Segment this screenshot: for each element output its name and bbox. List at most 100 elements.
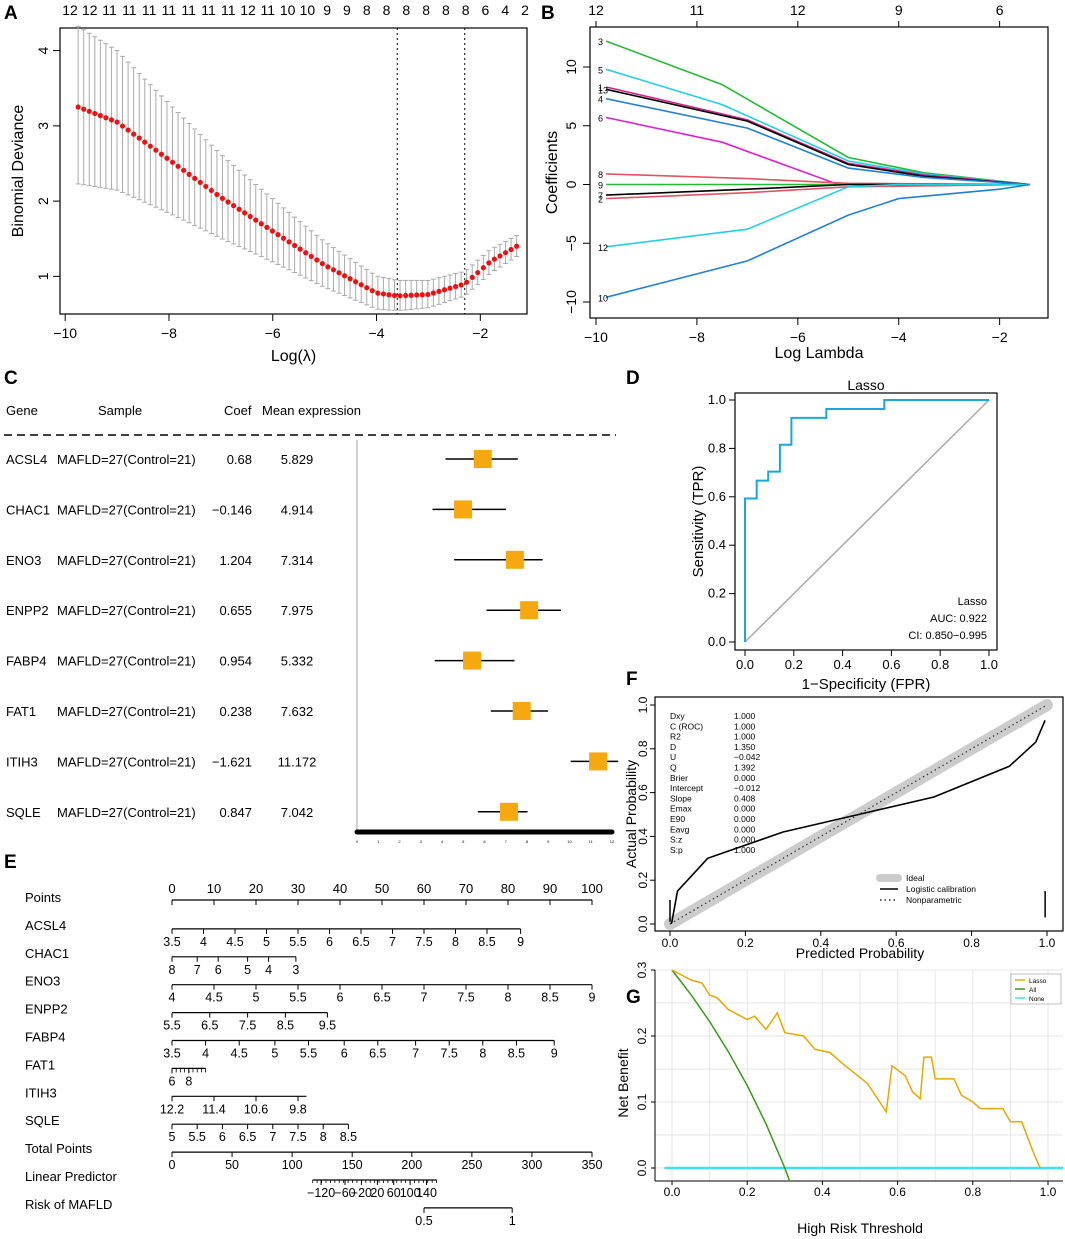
row-gene: FABP4 (6, 654, 46, 669)
deviance-point (386, 292, 392, 298)
y-tick-label: 10 (563, 59, 579, 75)
top-axis-label: 4 (501, 2, 509, 18)
deviance-point (452, 283, 459, 290)
nomogram-tick-label: 4 (265, 963, 272, 977)
deviance-point (280, 235, 287, 241)
stat-value: 0.000 (734, 804, 756, 814)
deviance-point (247, 213, 253, 220)
nomogram-tick-label: 8.5 (277, 1019, 294, 1033)
top-axis-label: 9 (895, 2, 903, 18)
stat-name: D (670, 742, 676, 752)
x-tick-label: 0.8 (964, 1185, 981, 1199)
top-axis-label: 11 (261, 2, 276, 18)
row-gene: CHAC1 (6, 502, 50, 517)
deviance-point (314, 257, 320, 263)
x-tick-label: 0.2 (739, 1185, 756, 1199)
nomogram-tick-label: 6.5 (369, 1047, 386, 1061)
nomogram-tick-label: 50 (375, 881, 389, 896)
x-tick-label: −2 (992, 329, 1008, 345)
row-sample: MAFLD=27(Control=21) (57, 805, 196, 820)
nomogram-tick-label: 6 (337, 991, 344, 1005)
x-tick-label: −8 (689, 329, 705, 345)
plot-frame (589, 26, 1049, 319)
forest-axis-tick: 7 (505, 839, 508, 844)
panel-label-g: G (626, 987, 641, 1008)
nomogram-tick-label: −60 (334, 1186, 355, 1200)
nomogram-tick-label: 40 (333, 881, 347, 896)
stat-name: Slope (670, 793, 692, 803)
row-coef: −0.146 (212, 502, 252, 517)
nomogram-tick-label: 7.5 (457, 991, 474, 1005)
nomogram-row-label: FABP4 (25, 1030, 65, 1045)
nomogram-tick-label: 7.5 (239, 1019, 256, 1033)
x-tick-label: 0.6 (888, 936, 905, 950)
deviance-point (480, 265, 486, 271)
top-axis-label: 11 (221, 2, 236, 18)
deviance-point (175, 163, 181, 169)
nomogram-tick-label: 60 (417, 881, 431, 896)
nomogram-tick-label: 5 (169, 1130, 176, 1144)
deviance-point (330, 267, 337, 273)
stat-value: −0.042 (734, 752, 761, 762)
top-axis-label: 8 (402, 2, 410, 18)
top-axis-label: 12 (240, 2, 256, 18)
row-sample: MAFLD=27(Control=21) (57, 654, 196, 669)
legend-ideal: Ideal (906, 873, 925, 883)
y-tick-label: 0.2 (708, 586, 726, 601)
nomogram-tick-label: 6.5 (352, 935, 369, 949)
row-gene: ITIH3 (6, 754, 38, 769)
deviance-point (103, 115, 109, 121)
nomogram-tick-label: 8.5 (508, 1047, 525, 1061)
stat-name: S:z (670, 835, 682, 845)
stat-value: 0.000 (734, 824, 756, 834)
nomogram-tick-label: 3.5 (163, 1047, 180, 1061)
nomogram-tick-label: 7.5 (415, 935, 432, 949)
stat-value: −0.012 (734, 783, 761, 793)
deviance-point (264, 224, 270, 230)
stat-value: 1.000 (734, 845, 756, 855)
deviance-point (369, 288, 375, 294)
nomogram-tick-label: 6.5 (239, 1130, 256, 1144)
y-tick-label: 0.6 (636, 784, 650, 801)
deviance-point (414, 292, 420, 298)
stat-name: S:p (670, 845, 683, 855)
nomogram-tick-label: 3 (292, 963, 299, 977)
y-tick-label: 0.4 (636, 828, 650, 845)
x-tick-label: −10 (53, 325, 77, 341)
y-tick-label: 0.8 (636, 740, 650, 757)
x-tick-label: 0.4 (834, 657, 852, 672)
forest-axis-tick: 3 (420, 839, 423, 844)
deviance-point (136, 135, 142, 141)
nomogram-tick-label: 5 (253, 991, 260, 1005)
y-tick-label: 0 (563, 180, 579, 188)
x-tick-label: 0.0 (664, 1185, 681, 1199)
mean-marker (463, 651, 482, 670)
top-axis-label: 9 (343, 2, 351, 18)
deviance-point (319, 260, 325, 267)
nomogram-tick-label: 100 (282, 1158, 303, 1172)
deviance-point (242, 210, 248, 216)
x-tick-label: 0.0 (736, 657, 754, 672)
deviance-point (86, 108, 92, 114)
nomogram-tick-label: 0 (168, 881, 175, 896)
nomogram-tick-label: 100 (581, 881, 603, 896)
x-axis-label: Log(λ) (271, 348, 316, 365)
nomogram-tick-label: 9 (551, 1047, 558, 1061)
forest-axis-tick: 6 (483, 839, 486, 844)
deviance-point (142, 139, 148, 145)
coef-path-3 (605, 40, 1030, 186)
nomogram-tick-label: 8 (505, 991, 512, 1005)
deviance-point (419, 292, 425, 298)
y-tick-label: 0.2 (635, 1027, 649, 1044)
nomogram-tick-label: 4 (200, 935, 207, 949)
row-coef: 1.204 (219, 553, 252, 568)
legend-model-name: Lasso (958, 596, 987, 608)
legend-logistic: Logistic calibration (906, 884, 976, 894)
nomogram-tick-label: 11.4 (202, 1102, 225, 1116)
deviance-point (292, 242, 298, 249)
x-axis-label: 1−Specificity (FPR) (802, 676, 931, 693)
legend-auc: AUC: 0.922 (930, 613, 987, 625)
mean-marker (454, 500, 473, 519)
deviance-point (181, 167, 187, 173)
